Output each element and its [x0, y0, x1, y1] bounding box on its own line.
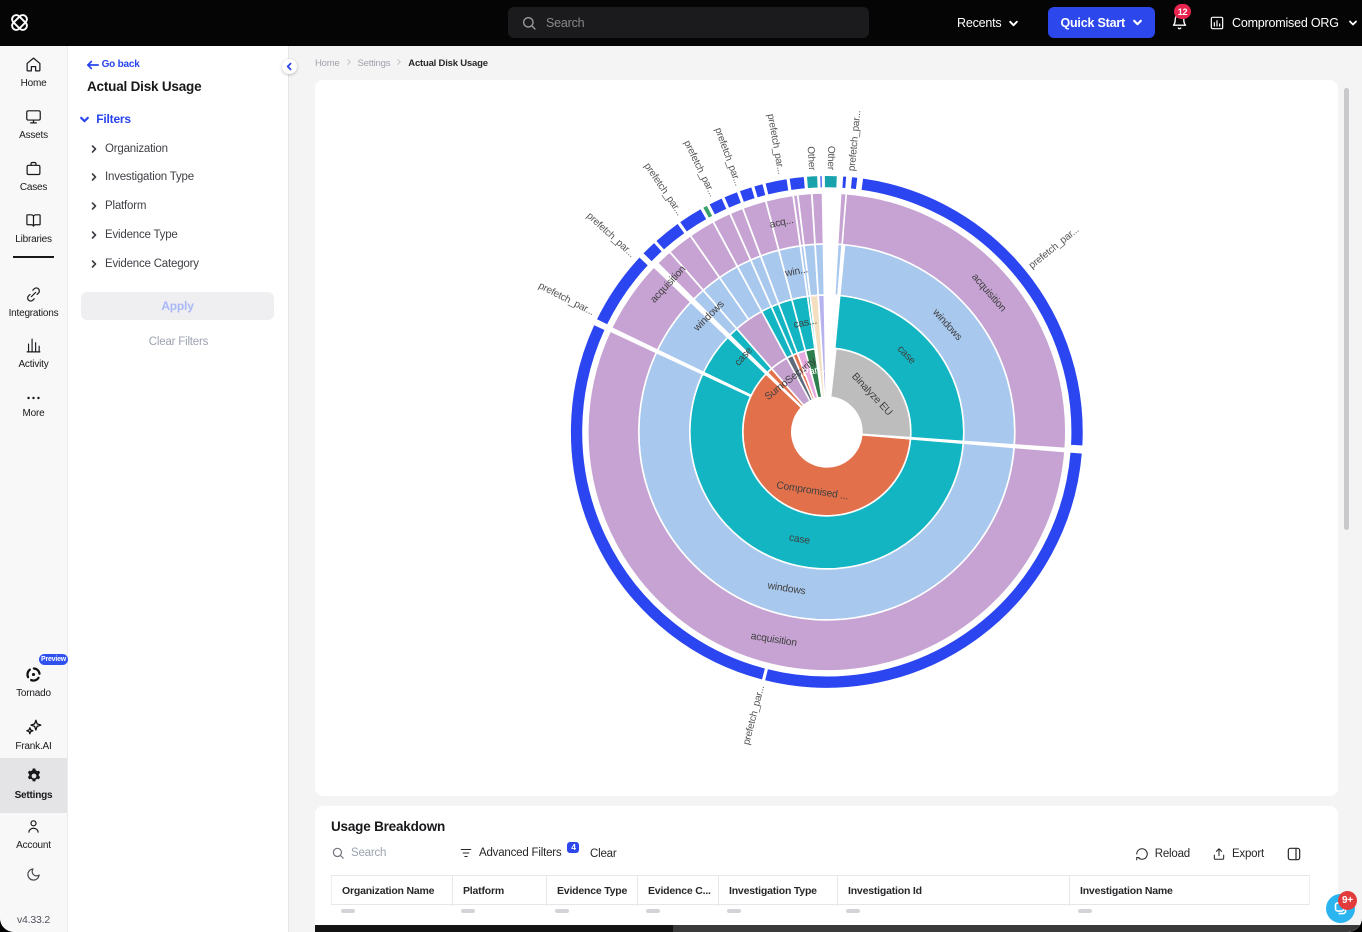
svg-text:win...: win...: [783, 264, 809, 279]
svg-text:prefetch_par...: prefetch_par...: [642, 161, 685, 218]
svg-text:prefetch_par...: prefetch_par...: [712, 126, 743, 187]
svg-text:Other: Other: [825, 146, 836, 171]
svg-text:cas...: cas...: [793, 316, 818, 331]
svg-text:prefetch_par...: prefetch_par...: [741, 684, 767, 746]
svg-text:prefetch_par...: prefetch_par...: [1027, 224, 1081, 271]
svg-text:prefetch_par...: prefetch_par...: [847, 110, 864, 172]
svg-text:prefetch_par...: prefetch_par...: [584, 211, 636, 260]
svg-text:Other: Other: [805, 146, 817, 171]
svg-text:Par...: Par...: [801, 364, 826, 380]
svg-text:acq...: acq...: [769, 215, 795, 231]
svg-text:prefetch_par...: prefetch_par...: [765, 113, 787, 175]
svg-text:case: case: [788, 533, 811, 547]
svg-text:prefetch_par...: prefetch_par...: [681, 139, 717, 199]
svg-text:prefetch_par...: prefetch_par...: [537, 281, 596, 318]
